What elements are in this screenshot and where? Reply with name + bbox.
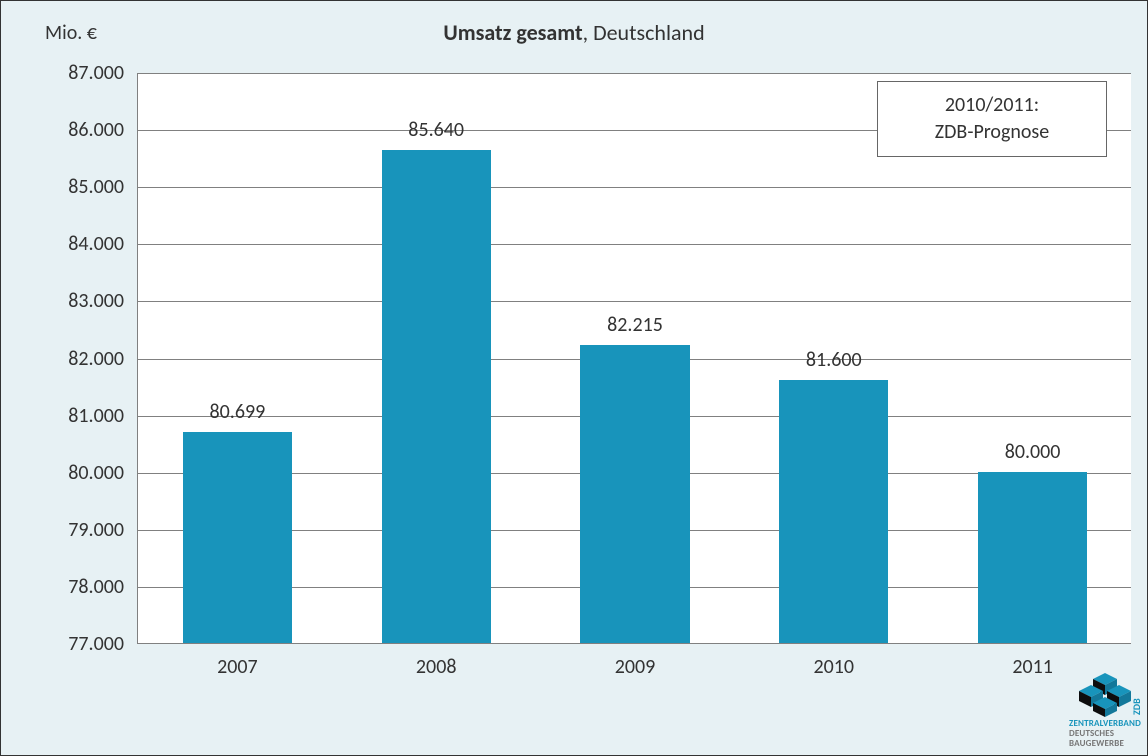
zdb-logo: ZDB ZENTRALVERBAND DEUTSCHES BAUGEWERBE [1063, 669, 1141, 751]
bar-value-label: 82.215 [607, 313, 663, 337]
chart-title-rest: , Deutschland [583, 19, 705, 46]
bar-value-label: 81.600 [806, 348, 862, 372]
x-tick-label: 2008 [416, 655, 457, 679]
gridline [138, 301, 1131, 302]
bar: 80.000 [978, 472, 1087, 643]
bar: 81.600 [779, 380, 888, 643]
legend-line1: 2010/2011: [898, 92, 1086, 119]
y-tick-label: 78.000 [68, 575, 124, 599]
y-tick-label: 77.000 [68, 632, 124, 656]
chart-title: Umsatz gesamt, Deutschland [1, 19, 1147, 46]
y-tick-label: 86.000 [68, 118, 124, 142]
gridline [138, 187, 1131, 188]
logo-cubes-icon: ZDB [1063, 669, 1141, 717]
y-tick-label: 79.000 [68, 518, 124, 542]
x-tick-label: 2011 [1012, 655, 1053, 679]
bar-value-label: 80.000 [1005, 440, 1061, 464]
x-tick-label: 2007 [217, 655, 258, 679]
x-tick-label: 2010 [814, 655, 855, 679]
svg-text:ZDB: ZDB [1130, 698, 1141, 715]
bar-value-label: 85.640 [408, 118, 464, 142]
legend-box: 2010/2011: ZDB-Prognose [877, 81, 1107, 157]
y-tick-label: 81.000 [68, 404, 124, 428]
bar: 80.699 [183, 432, 292, 643]
logo-text: ZENTRALVERBAND DEUTSCHES BAUGEWERBE [1069, 719, 1141, 749]
y-tick-label: 82.000 [68, 347, 124, 371]
x-tick-label: 2009 [615, 655, 656, 679]
bar-value-label: 80.699 [210, 400, 266, 424]
y-tick-label: 84.000 [68, 232, 124, 256]
plot-area: 77.00078.00079.00080.00081.00082.00083.0… [137, 73, 1131, 644]
y-tick-label: 87.000 [68, 61, 124, 85]
y-tick-label: 85.000 [68, 175, 124, 199]
gridline [138, 73, 1131, 74]
chart-title-bold: Umsatz gesamt [443, 19, 582, 46]
chart-frame: Mio. € Umsatz gesamt, Deutschland 77.000… [0, 0, 1148, 756]
y-tick-label: 83.000 [68, 289, 124, 313]
bar: 85.640 [382, 150, 491, 643]
bar: 82.215 [580, 345, 689, 643]
legend-line2: ZDB-Prognose [898, 119, 1086, 146]
y-tick-label: 80.000 [68, 461, 124, 485]
gridline [138, 244, 1131, 245]
